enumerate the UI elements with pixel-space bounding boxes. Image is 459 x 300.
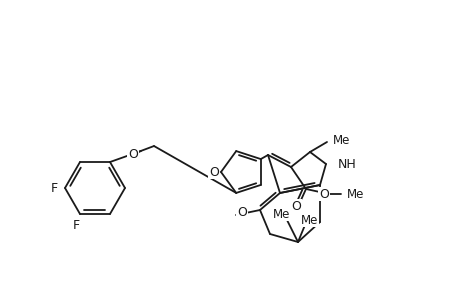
Text: O: O — [128, 148, 138, 160]
Text: Me: Me — [301, 214, 318, 226]
Text: F: F — [50, 182, 57, 194]
Text: F: F — [72, 220, 79, 232]
Text: O: O — [208, 166, 218, 178]
Text: Me: Me — [332, 134, 350, 146]
Text: O: O — [236, 206, 246, 220]
Text: Me: Me — [273, 208, 290, 220]
Text: O: O — [319, 188, 328, 200]
Text: Me: Me — [346, 188, 364, 200]
Text: NH: NH — [337, 158, 356, 170]
Text: O: O — [291, 200, 300, 212]
